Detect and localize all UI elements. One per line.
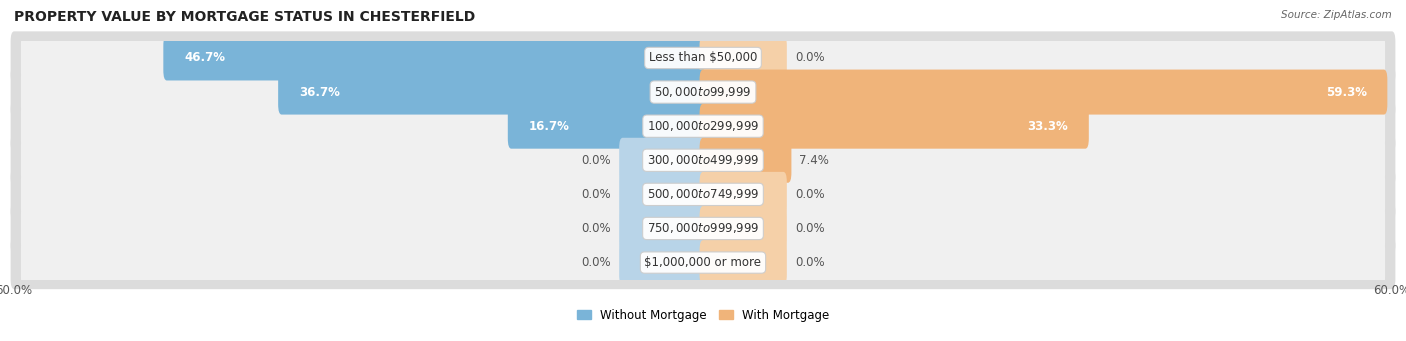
Text: 59.3%: 59.3% — [1326, 86, 1367, 99]
FancyBboxPatch shape — [11, 65, 1395, 119]
Text: $300,000 to $499,999: $300,000 to $499,999 — [647, 153, 759, 167]
Text: 0.0%: 0.0% — [794, 256, 824, 269]
FancyBboxPatch shape — [21, 104, 1385, 148]
Text: 0.0%: 0.0% — [582, 188, 612, 201]
FancyBboxPatch shape — [11, 168, 1395, 221]
FancyBboxPatch shape — [11, 134, 1395, 187]
Text: 0.0%: 0.0% — [794, 51, 824, 64]
FancyBboxPatch shape — [11, 202, 1395, 255]
Text: 0.0%: 0.0% — [582, 222, 612, 235]
FancyBboxPatch shape — [21, 207, 1385, 250]
Text: $750,000 to $999,999: $750,000 to $999,999 — [647, 221, 759, 236]
FancyBboxPatch shape — [11, 31, 1395, 85]
FancyBboxPatch shape — [619, 206, 706, 251]
FancyBboxPatch shape — [700, 104, 1088, 149]
Text: 0.0%: 0.0% — [794, 188, 824, 201]
FancyBboxPatch shape — [619, 138, 706, 183]
FancyBboxPatch shape — [278, 70, 706, 115]
FancyBboxPatch shape — [700, 35, 787, 80]
FancyBboxPatch shape — [700, 138, 792, 183]
FancyBboxPatch shape — [11, 100, 1395, 153]
FancyBboxPatch shape — [163, 35, 706, 80]
FancyBboxPatch shape — [21, 70, 1385, 114]
Text: Source: ZipAtlas.com: Source: ZipAtlas.com — [1281, 10, 1392, 20]
FancyBboxPatch shape — [700, 206, 787, 251]
Text: $500,000 to $749,999: $500,000 to $749,999 — [647, 187, 759, 202]
FancyBboxPatch shape — [508, 104, 706, 149]
FancyBboxPatch shape — [700, 172, 787, 217]
FancyBboxPatch shape — [619, 172, 706, 217]
FancyBboxPatch shape — [21, 138, 1385, 182]
Text: 0.0%: 0.0% — [582, 256, 612, 269]
FancyBboxPatch shape — [11, 236, 1395, 289]
Text: 36.7%: 36.7% — [299, 86, 340, 99]
Text: 16.7%: 16.7% — [529, 120, 569, 133]
Text: Less than $50,000: Less than $50,000 — [648, 51, 758, 64]
FancyBboxPatch shape — [21, 173, 1385, 216]
Text: 7.4%: 7.4% — [800, 154, 830, 167]
FancyBboxPatch shape — [700, 70, 1388, 115]
FancyBboxPatch shape — [700, 240, 787, 285]
Text: 33.3%: 33.3% — [1028, 120, 1069, 133]
Text: $1,000,000 or more: $1,000,000 or more — [644, 256, 762, 269]
Text: $50,000 to $99,999: $50,000 to $99,999 — [654, 85, 752, 99]
Text: 0.0%: 0.0% — [582, 154, 612, 167]
Text: PROPERTY VALUE BY MORTGAGE STATUS IN CHESTERFIELD: PROPERTY VALUE BY MORTGAGE STATUS IN CHE… — [14, 10, 475, 24]
Legend: Without Mortgage, With Mortgage: Without Mortgage, With Mortgage — [572, 304, 834, 326]
FancyBboxPatch shape — [619, 240, 706, 285]
FancyBboxPatch shape — [21, 36, 1385, 80]
Text: 0.0%: 0.0% — [794, 222, 824, 235]
Text: $100,000 to $299,999: $100,000 to $299,999 — [647, 119, 759, 133]
FancyBboxPatch shape — [21, 241, 1385, 284]
Text: 46.7%: 46.7% — [184, 51, 225, 64]
